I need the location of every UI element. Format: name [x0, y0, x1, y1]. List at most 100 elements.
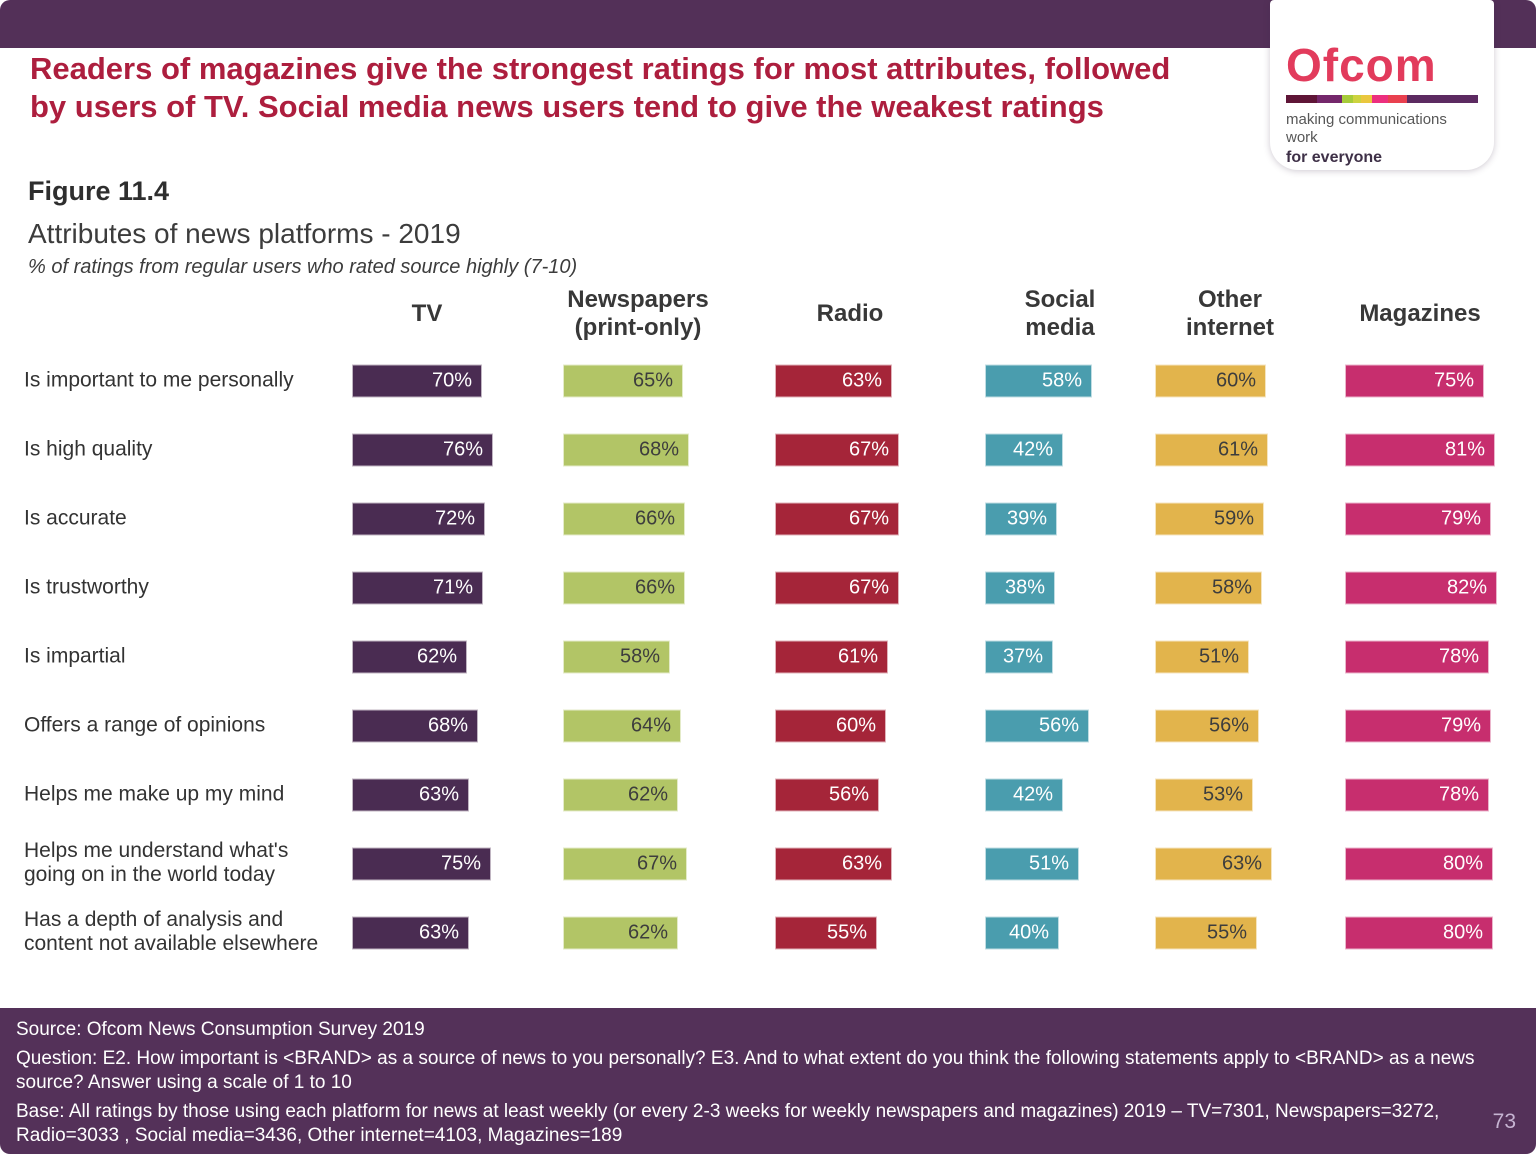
bar-magazines: 75% — [1345, 364, 1484, 397]
bar-social-media: 42% — [985, 778, 1063, 811]
bar-radio: 60% — [775, 709, 886, 742]
bar-magazines: 79% — [1345, 709, 1491, 742]
footer-question: Question: E2. How important is <BRAND> a… — [16, 1048, 1475, 1093]
bar-tv: 72% — [352, 502, 485, 535]
bar-magazines: 81% — [1345, 433, 1495, 466]
ofcom-wordmark: Ofcom — [1286, 39, 1437, 91]
bar-magazines: 82% — [1345, 571, 1497, 604]
chart-row-helps-me-understand-what-s-going-on-in-t: Helps me understand what's going on in t… — [0, 829, 1536, 898]
bar-tv: 63% — [352, 778, 469, 811]
bar-other-internet: 53% — [1155, 778, 1253, 811]
chart-row-offers-a-range-of-opinions: Offers a range of opinions 68% 64% 60% 56% 56… — [0, 691, 1536, 760]
stripe-segment — [1353, 94, 1361, 103]
bar-radio: 61% — [775, 640, 888, 673]
attribute-label: Is important to me personally — [24, 368, 294, 392]
bar-tv: 68% — [352, 709, 478, 742]
stripe-segment — [1316, 94, 1342, 103]
stripe-segment — [1286, 94, 1317, 103]
bar-radio: 56% — [775, 778, 879, 811]
column-header-social-media: Social media — [1024, 285, 1096, 341]
stripe-segment — [1387, 94, 1407, 103]
chart-row-is-trustworthy: Is trustworthy 71% 66% 67% 38% 58% 82% — [0, 553, 1536, 622]
bar-tv: 71% — [352, 571, 483, 604]
attribute-label: Offers a range of opinions — [24, 713, 266, 737]
bar-tv: 62% — [352, 640, 467, 673]
bar-tv: 75% — [352, 847, 491, 880]
attribute-label: Is trustworthy — [24, 575, 149, 599]
bar-social-media: 56% — [985, 709, 1089, 742]
stripe-segment — [1406, 94, 1478, 103]
column-header-tv: TV — [411, 299, 443, 327]
bar-magazines: 80% — [1345, 916, 1493, 949]
ofcom-logo-card: Ofcom making communications work for eve… — [1270, 0, 1494, 170]
bar-radio: 63% — [775, 847, 892, 880]
attribute-label: Helps me make up my mind — [24, 782, 285, 806]
bar-newspapers-print-only: 66% — [563, 571, 685, 604]
bar-magazines: 78% — [1345, 640, 1489, 673]
attribute-label: Is high quality — [24, 437, 153, 461]
footer-source: Source: Ofcom News Consumption Survey 20… — [16, 1019, 425, 1040]
ofcom-tagline-line1: making communications work — [1286, 110, 1447, 147]
attribute-label: Helps me understand what's going on in t… — [24, 838, 289, 887]
bar-radio: 63% — [775, 364, 892, 397]
column-header-newspapers-print-only: Newspapers (print-only) — [567, 285, 709, 341]
page-number: 73 — [1492, 1110, 1516, 1133]
chart-subtitle: % of ratings from regular users who rate… — [28, 256, 578, 278]
column-header-other-internet: Other internet — [1185, 285, 1274, 341]
column-headers-row: TV Newspapers (print-only) Radio Social med… — [0, 282, 1536, 346]
column-header-magazines: Magazines — [1359, 299, 1481, 327]
bar-other-internet: 51% — [1155, 640, 1249, 673]
bar-social-media: 58% — [985, 364, 1092, 397]
bar-other-internet: 58% — [1155, 571, 1262, 604]
bar-tv: 63% — [352, 916, 469, 949]
ofcom-tagline-line2: for everyone — [1286, 149, 1383, 167]
ofcom-color-stripe — [1286, 94, 1478, 103]
bar-newspapers-print-only: 62% — [563, 778, 678, 811]
bar-newspapers-print-only: 58% — [563, 640, 670, 673]
chart-title: Attributes of news platforms - 2019 — [28, 218, 461, 249]
bar-newspapers-print-only: 64% — [563, 709, 681, 742]
bar-newspapers-print-only: 65% — [563, 364, 683, 397]
attributes-bar-chart: TV Newspapers (print-only) Radio Social med… — [0, 282, 1536, 967]
stripe-segment — [1360, 94, 1373, 103]
chart-row-is-accurate: Is accurate 72% 66% 67% 39% 59% 79% — [0, 484, 1536, 553]
chart-row-is-impartial: Is impartial 62% 58% 61% 37% 51% 78% — [0, 622, 1536, 691]
bar-other-internet: 59% — [1155, 502, 1264, 535]
bar-social-media: 38% — [985, 571, 1055, 604]
bar-newspapers-print-only: 67% — [563, 847, 687, 880]
attribute-label: Has a depth of analysis and content not … — [24, 907, 319, 956]
bar-magazines: 80% — [1345, 847, 1493, 880]
bar-social-media: 39% — [985, 502, 1057, 535]
bar-social-media: 42% — [985, 433, 1063, 466]
chart-row-has-a-depth-of-analysis-and-content-not-: Has a depth of analysis and content not … — [0, 898, 1536, 967]
stripe-segment — [1341, 94, 1354, 103]
bar-newspapers-print-only: 62% — [563, 916, 678, 949]
bar-radio: 67% — [775, 502, 899, 535]
footer-bar: Source: Ofcom News Consumption Survey 20… — [0, 1008, 1536, 1154]
bar-tv: 76% — [352, 433, 493, 466]
bar-radio: 67% — [775, 433, 899, 466]
attribute-label: Is impartial — [24, 644, 126, 668]
bar-social-media: 51% — [985, 847, 1079, 880]
bar-social-media: 40% — [985, 916, 1059, 949]
footer-base: Base: All ratings by those using each pl… — [16, 1101, 1440, 1146]
stripe-segment — [1372, 94, 1388, 103]
bar-other-internet: 60% — [1155, 364, 1266, 397]
bar-newspapers-print-only: 68% — [563, 433, 689, 466]
bar-radio: 67% — [775, 571, 899, 604]
bar-radio: 55% — [775, 916, 877, 949]
bar-magazines: 79% — [1345, 502, 1491, 535]
bar-other-internet: 61% — [1155, 433, 1268, 466]
figure-label: Figure 11.4 — [28, 176, 170, 206]
chart-row-helps-me-make-up-my-mind: Helps me make up my mind 63% 62% 56% 42% 53% 7… — [0, 760, 1536, 829]
chart-rows: Is important to me personally 70% 65% 63% 58… — [0, 346, 1536, 967]
bar-other-internet: 56% — [1155, 709, 1259, 742]
bar-tv: 70% — [352, 364, 482, 397]
column-header-radio: Radio — [816, 299, 884, 327]
chart-row-is-high-quality: Is high quality 76% 68% 67% 42% 61% 81% — [0, 415, 1536, 484]
bar-social-media: 37% — [985, 640, 1053, 673]
bar-newspapers-print-only: 66% — [563, 502, 685, 535]
bar-magazines: 78% — [1345, 778, 1489, 811]
attribute-label: Is accurate — [24, 506, 127, 530]
slide-title: Readers of magazines give the strongest … — [30, 51, 1171, 124]
